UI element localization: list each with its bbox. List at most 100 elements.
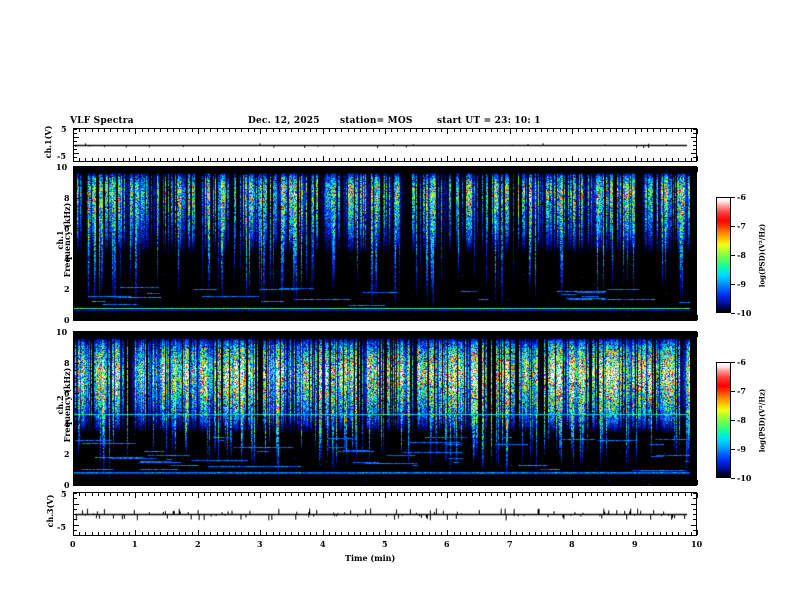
axis-tick [298, 158, 299, 161]
axis-tick [731, 362, 735, 363]
axis-tick [74, 205, 77, 206]
axis-tick [497, 493, 498, 496]
axis-tick [298, 493, 299, 496]
axis-tick [660, 482, 661, 485]
ch2-spectrogram-image [74, 332, 690, 485]
axis-tick [410, 482, 411, 485]
axis-tick [154, 482, 155, 485]
axis-tick [697, 530, 698, 535]
axis-tick [516, 158, 517, 161]
axis-tick [285, 532, 286, 535]
axis-tick [678, 317, 679, 320]
axis-tick [628, 332, 629, 335]
axis-tick [435, 493, 436, 496]
axis-tick [391, 167, 392, 170]
axis-tick [541, 493, 542, 496]
axis-tick [304, 167, 305, 170]
axis-tick [335, 493, 336, 496]
axis-tick [572, 332, 573, 337]
axis-tick [472, 158, 473, 161]
axis-tick [666, 317, 667, 320]
axis-tick [597, 158, 598, 161]
axis-tick [510, 315, 511, 320]
axis-tick [460, 532, 461, 535]
axis-tick [92, 167, 93, 170]
axis-tick [291, 332, 292, 335]
axis-tick [285, 129, 286, 132]
axis-tick [192, 158, 193, 161]
axis-tick [622, 332, 623, 335]
axis-tick [693, 282, 696, 283]
axis-tick [73, 315, 74, 320]
axis-tick [229, 317, 230, 320]
axis-tick [310, 317, 311, 320]
axis-tick [678, 532, 679, 535]
axis-tick [310, 158, 311, 161]
axis-tick [697, 480, 698, 485]
axis-tick [79, 493, 80, 496]
axis-tick [516, 167, 517, 170]
axis-tick [541, 532, 542, 535]
axis-tick [441, 493, 442, 496]
axis-tick [447, 493, 448, 498]
axis-tick [672, 167, 673, 170]
ch2-freq-tick-label: 0 [64, 480, 70, 490]
axis-tick [285, 332, 286, 335]
axis-tick [691, 393, 696, 394]
axis-tick [628, 493, 629, 496]
axis-tick [74, 266, 77, 267]
axis-tick [260, 156, 261, 161]
axis-tick [628, 167, 629, 170]
axis-tick [123, 532, 124, 535]
axis-tick [110, 482, 111, 485]
axis-tick [635, 480, 636, 485]
axis-tick [73, 156, 74, 161]
axis-tick [310, 332, 311, 335]
axis-tick [491, 482, 492, 485]
axis-tick [516, 482, 517, 485]
axis-tick [447, 129, 448, 134]
axis-tick [410, 332, 411, 335]
axis-tick [273, 493, 274, 496]
axis-tick [472, 532, 473, 535]
axis-tick [74, 161, 77, 162]
axis-tick [693, 145, 696, 146]
axis-tick [167, 158, 168, 161]
axis-tick [254, 158, 255, 161]
axis-tick [666, 493, 667, 496]
axis-tick [697, 129, 698, 134]
x-tick-label: 3 [257, 539, 263, 549]
axis-tick [635, 167, 636, 172]
axis-tick [123, 129, 124, 132]
axis-tick [74, 133, 77, 134]
axis-tick [685, 482, 686, 485]
axis-tick [693, 355, 696, 356]
figure-start-ut: start UT = 23: 10: 1 [437, 116, 541, 126]
axis-tick [235, 332, 236, 335]
axis-tick [74, 149, 77, 150]
axis-tick [92, 158, 93, 161]
axis-tick [79, 482, 80, 485]
axis-tick [641, 317, 642, 320]
axis-tick [547, 167, 548, 170]
axis-tick [217, 493, 218, 496]
axis-tick [223, 167, 224, 170]
axis-tick [373, 532, 374, 535]
axis-tick [142, 493, 143, 496]
axis-tick [254, 167, 255, 170]
axis-tick [291, 317, 292, 320]
axis-tick [731, 449, 735, 450]
axis-tick [635, 315, 636, 320]
axis-tick [254, 532, 255, 535]
axis-tick [672, 129, 673, 132]
axis-tick [672, 332, 673, 335]
panel-ch3-voltage-label: ch.3(V) [45, 494, 55, 528]
axis-tick [535, 482, 536, 485]
axis-tick [85, 158, 86, 161]
axis-tick [622, 158, 623, 161]
axis-tick [279, 317, 280, 320]
axis-tick [585, 129, 586, 132]
axis-tick [316, 332, 317, 335]
axis-tick [217, 332, 218, 335]
